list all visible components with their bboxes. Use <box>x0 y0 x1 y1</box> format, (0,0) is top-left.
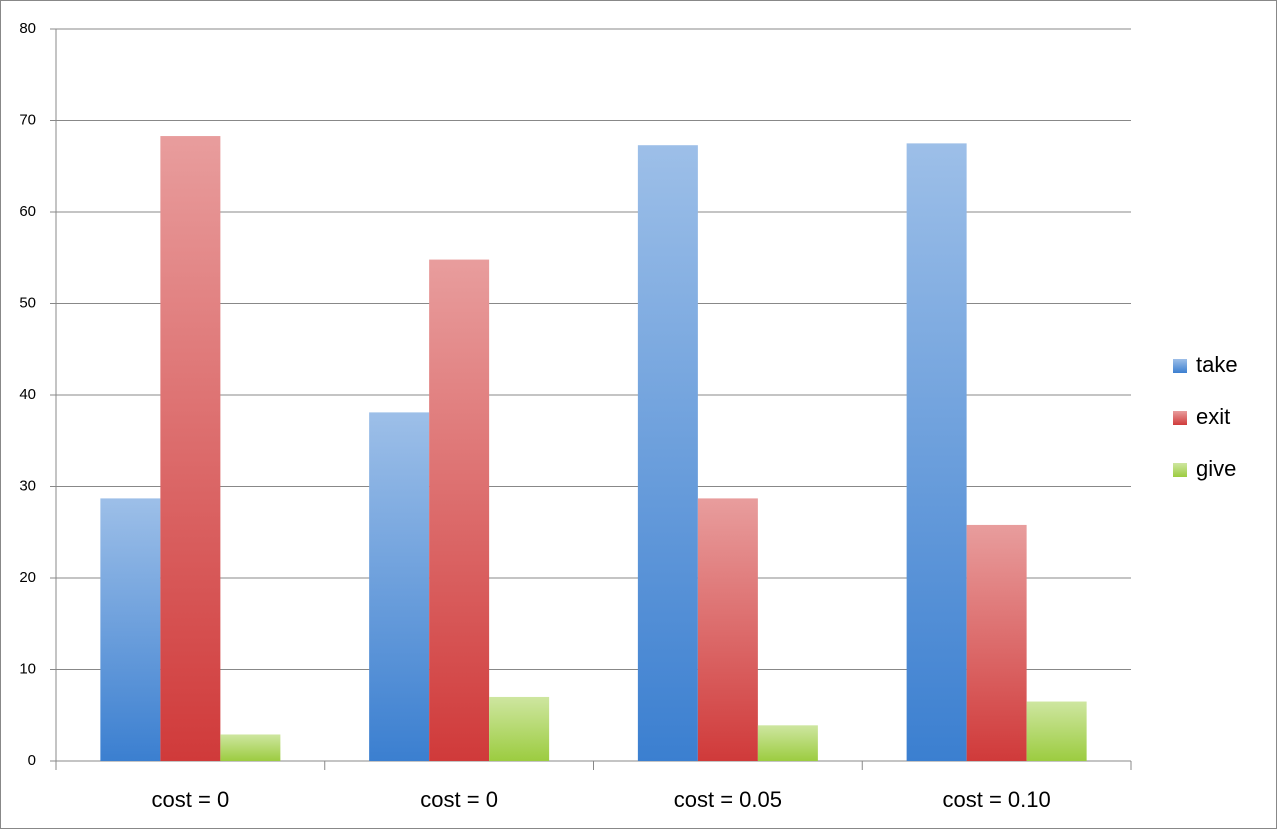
bar <box>429 259 490 761</box>
y-tick-label: 10 <box>19 660 36 677</box>
bar <box>1026 701 1087 761</box>
legend-swatch <box>1173 463 1187 477</box>
bar <box>100 498 161 761</box>
y-tick-label: 70 <box>19 111 36 128</box>
legend-label: exit <box>1196 404 1230 429</box>
y-tick-label: 30 <box>19 477 36 494</box>
bar <box>489 696 550 761</box>
bar <box>966 524 1027 761</box>
x-tick-label: cost = 0 <box>152 787 230 812</box>
y-tick-label: 0 <box>28 752 36 769</box>
bar <box>637 145 698 761</box>
bar <box>220 734 281 761</box>
bar <box>160 136 221 761</box>
bar <box>757 725 818 761</box>
y-tick-label: 60 <box>19 203 36 220</box>
legend-label: take <box>1196 352 1238 377</box>
legend-label: give <box>1196 456 1236 481</box>
bar <box>369 412 430 761</box>
x-tick-label: cost = 0 <box>420 787 498 812</box>
x-tick-label: cost = 0.10 <box>943 787 1051 812</box>
x-tick-label: cost = 0.05 <box>674 787 782 812</box>
legend-swatch <box>1173 359 1187 373</box>
y-tick-label: 40 <box>19 386 36 403</box>
legend-swatch <box>1173 411 1187 425</box>
bar <box>697 498 758 761</box>
bar <box>906 143 967 761</box>
y-tick-label: 50 <box>19 294 36 311</box>
y-tick-label: 20 <box>19 569 36 586</box>
y-tick-label: 80 <box>19 20 36 37</box>
